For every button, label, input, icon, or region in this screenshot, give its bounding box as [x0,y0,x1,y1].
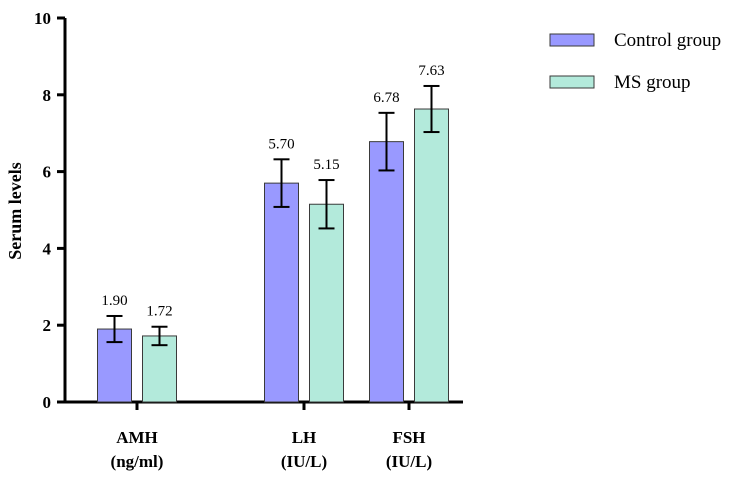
y-axis: 0 2 4 6 8 10 [34,9,67,412]
y-tick-label: 2 [43,316,52,335]
data-label: 1.90 [101,293,127,309]
data-label: 6.78 [373,90,399,106]
legend-label: Control group [614,30,721,51]
error-bars [106,84,440,347]
x-tick-label: LH [292,428,317,447]
y-tick-label: 8 [43,86,52,105]
x-tick-label: FSH [392,428,425,447]
data-label: 5.70 [268,136,294,152]
x-tick-label: AMH [116,428,158,447]
bar [264,182,299,403]
x-tick-label: (IU/L) [386,452,432,471]
legend-swatch [549,75,595,89]
x-tick-label: (IU/L) [281,452,327,471]
y-tick-label: 0 [43,393,52,412]
legend-label: MS group [614,72,691,93]
y-tick-label: 4 [43,239,52,258]
x-axis: AMH (ng/ml) LH (IU/L) FSH (IU/L) [64,400,463,471]
bar [414,108,449,403]
legend: Control group MS group [549,30,721,93]
bar [369,141,404,403]
bar [309,203,344,403]
bar [142,335,177,403]
y-tick-label: 6 [43,163,52,182]
data-label: 7.63 [418,63,444,79]
value-labels: 1.90 5.70 6.78 1.72 5.15 7.63 [101,63,444,320]
data-label: 1.72 [146,304,172,320]
x-tick-label: (ng/ml) [111,452,164,471]
bars [97,108,449,403]
data-label: 5.15 [313,157,339,173]
y-tick-label: 10 [34,9,51,28]
y-axis-title: Serum levels [5,162,25,259]
legend-swatch [549,33,595,47]
